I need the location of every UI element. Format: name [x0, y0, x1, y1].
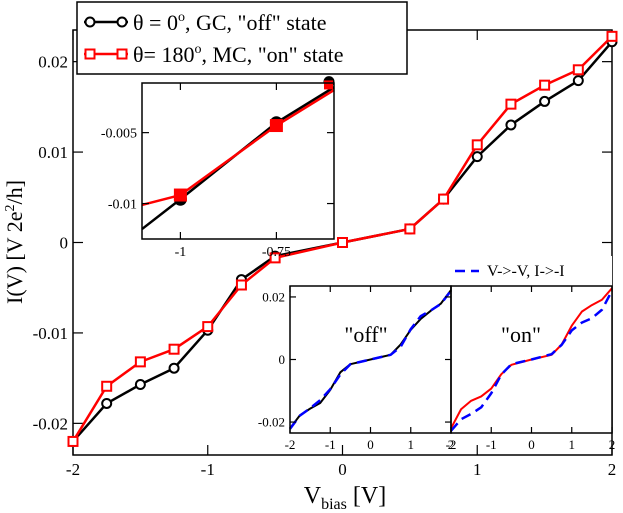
- comparison-off-x-tick-label: -2: [285, 437, 296, 452]
- comparison-inset-legend-background: [441, 256, 612, 286]
- data-point-off-state: [168, 362, 180, 374]
- data-point-on-state: [269, 252, 281, 264]
- comparison-off-x-tick-label: 2: [448, 437, 455, 452]
- comparison-on-x-tick-label: -2: [446, 437, 457, 452]
- data-point-on-state: [505, 98, 517, 110]
- comparison-off-x-tick-label: -1: [325, 437, 336, 452]
- main-y-tick-label: -0.02: [33, 414, 68, 433]
- comparison-inset-series: [288, 287, 614, 432]
- comparison-off-dashed-line: [288, 289, 452, 430]
- comparison-inset: V->-V, I->-I -2 -1 0 1 2 -0.02 0 0.02 -2 -1 0 1 2 "o…: [258, 256, 615, 452]
- comparison-off-x-tick-label: 1: [408, 437, 415, 452]
- zoom-inset-frame: [141, 82, 335, 240]
- data-point-on-state: [134, 356, 146, 368]
- data-point-on-state: [471, 139, 483, 151]
- main-x-tick-label: 0: [338, 460, 347, 479]
- main-x-tick-label: 1: [473, 460, 482, 479]
- zoom-series-line-on-state: [141, 89, 335, 207]
- legend-entry-off-state: θ = 0o, GC, "off" state: [84, 10, 327, 35]
- comparison-on-dashed-line: [450, 290, 614, 432]
- comparison-panel-on-label: "on": [501, 322, 541, 347]
- zoom-data-point-on-state: [173, 188, 187, 202]
- comparison-on-x-tick-label: 0: [528, 437, 535, 452]
- data-point-on-state: [202, 321, 214, 333]
- comparison-off-y-tick-label: 0: [279, 352, 286, 367]
- zoom-edge-point-on-state: [324, 80, 333, 90]
- zoom-y-tick-label: -0.01: [108, 197, 137, 212]
- main-y-axis-label: I(V) [V 2e2/h]: [2, 180, 27, 304]
- zoom-inset-ticks: -1 -0.75 -0.01 -0.005: [101, 83, 334, 260]
- comparison-inset-ticks: -2 -1 0 1 2 -0.02 0 0.02 -2 -1 0 1 2: [258, 286, 615, 452]
- legend-label-off-state: θ = 0o, GC, "off" state: [133, 10, 327, 35]
- comparison-on-x-tick-label: 1: [569, 437, 576, 452]
- legend-entry-on-state: θ= 180o, MC, "on" state: [84, 42, 343, 67]
- main-legend-box: [76, 1, 408, 75]
- main-y-tick-label: -0.01: [33, 324, 68, 343]
- main-x-axis-label: Vbias [V]: [304, 483, 386, 513]
- zoom-inset-series: [141, 76, 335, 231]
- data-point-on-state: [67, 435, 79, 447]
- main-x-tick-label: -1: [201, 460, 215, 479]
- data-point-on-state: [438, 193, 450, 205]
- data-point-off-state: [471, 151, 483, 163]
- comparison-on-x-tick-label: -1: [486, 437, 497, 452]
- comparison-off-x-tick-label: 0: [367, 437, 374, 452]
- comparison-panel-off-label: "off": [344, 322, 387, 347]
- zoom-x-tick-label: -1: [175, 245, 187, 260]
- data-point-off-state: [505, 119, 517, 131]
- main-x-tick-label: -2: [66, 460, 80, 479]
- data-point-on-state: [337, 237, 348, 248]
- main-series: [67, 30, 618, 447]
- main-x-tick-label: 2: [608, 460, 617, 479]
- main-y-tick-label: 0: [60, 233, 69, 252]
- comparison-on-x-tick-label: 2: [609, 437, 616, 452]
- data-point-on-state: [539, 79, 551, 91]
- zoom-data-point-on-state: [269, 119, 283, 133]
- data-point-on-state: [404, 223, 416, 235]
- data-point-on-state: [168, 343, 180, 355]
- data-point-off-state: [101, 397, 113, 409]
- legend-label-on-state: θ= 180o, MC, "on" state: [133, 42, 343, 67]
- data-point-on-state: [606, 30, 618, 42]
- zoom-inset: -1 -0.75 -0.01 -0.005: [101, 76, 335, 260]
- data-point-on-state: [101, 380, 113, 392]
- comparison-legend-label: V->-V, I->-I: [487, 263, 565, 280]
- data-point-on-state: [235, 279, 247, 291]
- data-point-off-state: [572, 75, 584, 87]
- zoom-y-tick-label: -0.005: [101, 127, 137, 142]
- data-point-off-state: [539, 95, 551, 107]
- main-y-tick-label: 0.02: [38, 53, 68, 72]
- main-y-tick-label: 0.01: [38, 143, 68, 162]
- data-point-on-state: [572, 64, 584, 76]
- comparison-off-y-tick-label: -0.02: [258, 415, 285, 430]
- comparison-off-y-tick-label: 0.02: [262, 289, 285, 304]
- data-point-off-state: [134, 378, 146, 390]
- zoom-x-tick-label: -0.75: [262, 245, 291, 260]
- main-legend: θ = 0o, GC, "off" state θ= 180o, MC, "on…: [76, 1, 408, 75]
